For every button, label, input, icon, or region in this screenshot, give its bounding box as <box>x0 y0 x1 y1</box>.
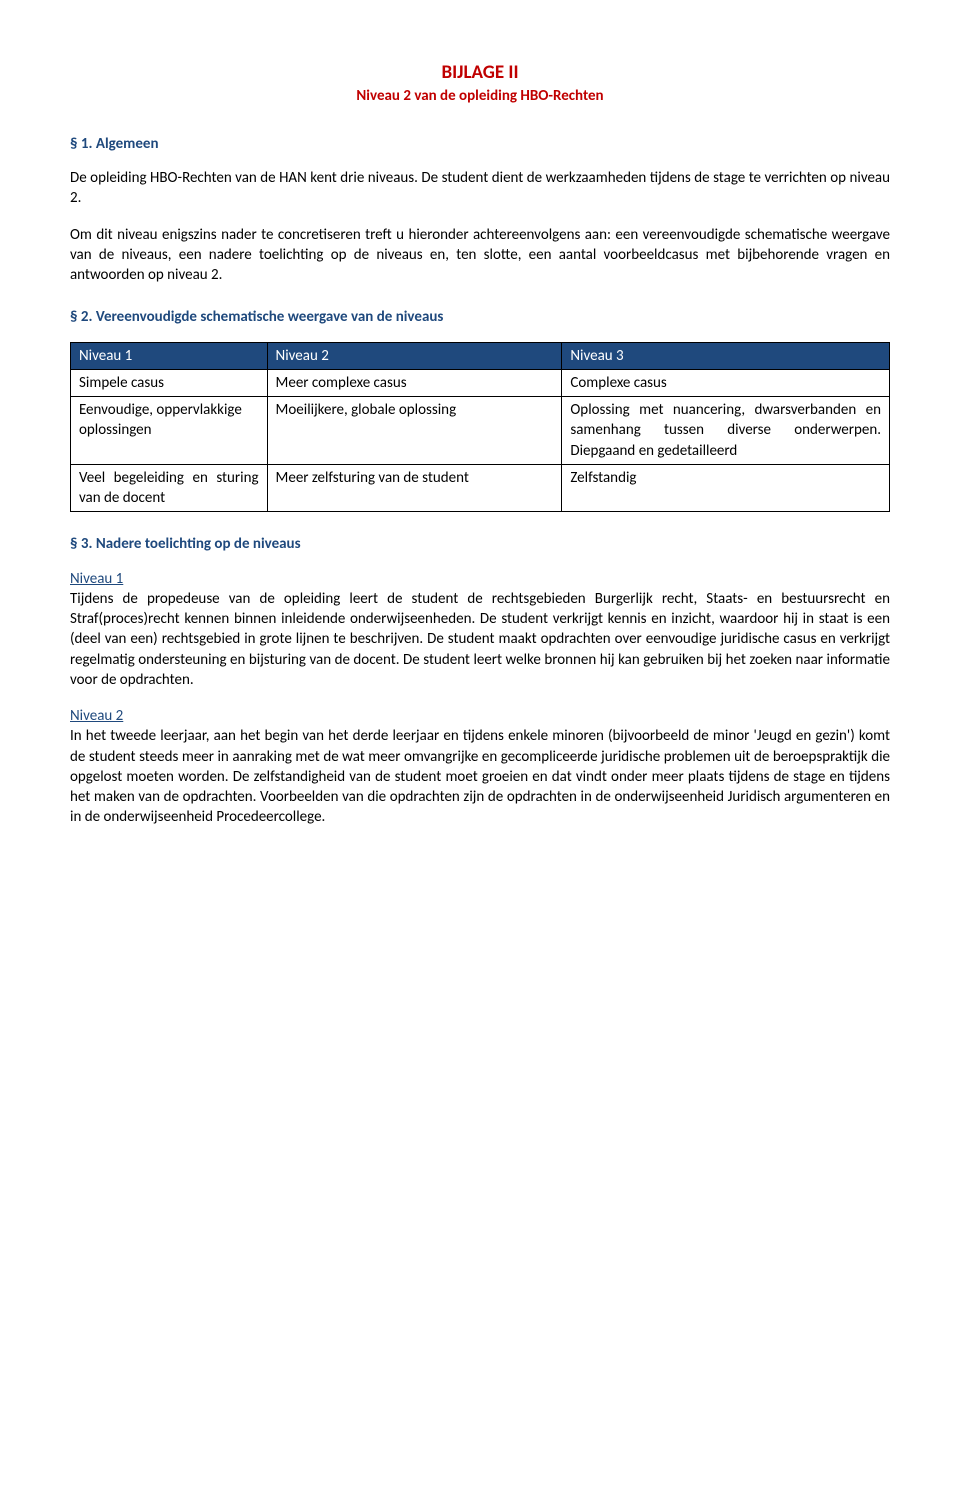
niveau-2-body: In het tweede leerjaar, aan het begin va… <box>70 726 890 827</box>
table-cell: Meer complexe casus <box>267 369 562 396</box>
niveaus-table: Niveau 1 Niveau 2 Niveau 3 Simpele casus… <box>70 342 890 513</box>
table-cell: Complexe casus <box>562 369 890 396</box>
table-row: Simpele casus Meer complexe casus Comple… <box>71 369 890 396</box>
table-row: Veel begeleiding en sturing van de docen… <box>71 464 890 512</box>
table-header-cell: Niveau 2 <box>267 342 562 369</box>
page-title: BIJLAGE II <box>70 60 890 86</box>
table-cell: Eenvoudige, oppervlakkige oplossingen <box>71 397 268 465</box>
section-1-heading: § 1. Algemeen <box>70 134 890 154</box>
table-header-cell: Niveau 1 <box>71 342 268 369</box>
table-cell: Veel begeleiding en sturing van de docen… <box>71 464 268 512</box>
table-cell: Zelfstandig <box>562 464 890 512</box>
niveau-1-label: Niveau 1 <box>70 569 890 589</box>
section-1-paragraph-2: Om dit niveau enigszins nader te concret… <box>70 225 890 286</box>
niveau-1-body: Tijdens de propedeuse van de opleiding l… <box>70 589 890 690</box>
section-2-heading: § 2. Vereenvoudigde schematische weergav… <box>70 307 890 327</box>
section-1-paragraph-1: De opleiding HBO-Rechten van de HAN kent… <box>70 168 890 209</box>
table-cell: Moeilijkere, globale oplossing <box>267 397 562 465</box>
section-3-heading: § 3. Nadere toelichting op de niveaus <box>70 534 890 554</box>
table-cell: Meer zelfsturing van de student <box>267 464 562 512</box>
niveau-2-label: Niveau 2 <box>70 706 890 726</box>
table-header-cell: Niveau 3 <box>562 342 890 369</box>
table-row: Eenvoudige, oppervlakkige oplossingen Mo… <box>71 397 890 465</box>
table-cell: Simpele casus <box>71 369 268 396</box>
table-cell: Oplossing met nuancering, dwarsverbanden… <box>562 397 890 465</box>
page-subtitle: Niveau 2 van de opleiding HBO-Rechten <box>70 86 890 106</box>
table-header-row: Niveau 1 Niveau 2 Niveau 3 <box>71 342 890 369</box>
